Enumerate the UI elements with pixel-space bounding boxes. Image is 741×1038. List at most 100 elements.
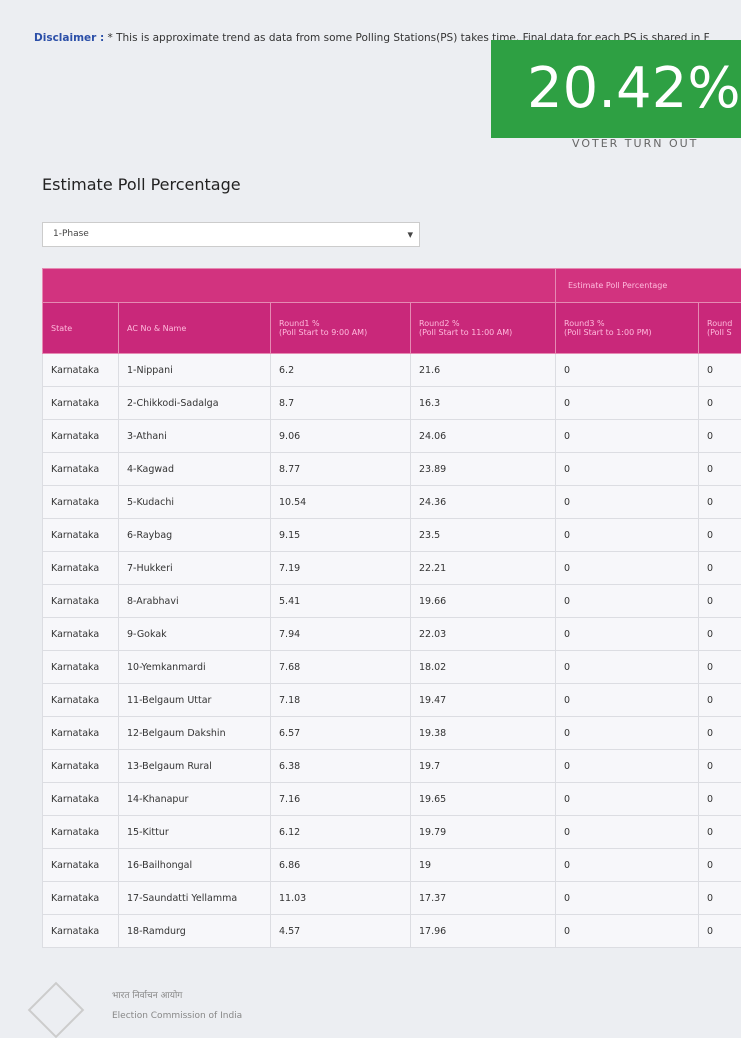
disclaimer-label: Disclaimer : [34, 32, 104, 44]
group-header: Estimate Poll Percentage [556, 269, 741, 303]
table-cell: 0 [699, 618, 741, 651]
table-cell: 1-Nippani [119, 354, 271, 387]
poll-table: Estimate Poll Percentage State AC No & Na… [42, 268, 741, 948]
table-cell: 0 [556, 882, 699, 915]
column-title: Round1 % [279, 319, 402, 328]
table-cell: 2-Chikkodi-Sadalga [119, 387, 271, 420]
table-cell: 18-Ramdurg [119, 915, 271, 948]
footer: भारत निर्वाचन आयोग Election Commission o… [112, 986, 242, 1026]
table-cell: 16-Bailhongal [119, 849, 271, 882]
table-cell: 10.54 [271, 486, 411, 519]
table-cell: 0 [699, 816, 741, 849]
table-cell: 0 [699, 750, 741, 783]
table-cell: 0 [699, 486, 741, 519]
table-cell: 0 [699, 783, 741, 816]
table-cell: 0 [699, 651, 741, 684]
column-header: State [43, 303, 119, 354]
table-cell: 0 [699, 882, 741, 915]
table-cell: 11.03 [271, 882, 411, 915]
table-cell: 15-Kittur [119, 816, 271, 849]
table-cell: 7.18 [271, 684, 411, 717]
table-cell: 6-Raybag [119, 519, 271, 552]
table-cell: Karnataka [43, 849, 119, 882]
table-cell: Karnataka [43, 684, 119, 717]
table-cell: Karnataka [43, 783, 119, 816]
table-cell: 24.06 [411, 420, 556, 453]
column-title: AC No & Name [127, 324, 262, 333]
table-cell: 19.7 [411, 750, 556, 783]
column-subtitle: (Poll Start to 9:00 AM) [279, 328, 402, 337]
table-cell: 0 [556, 816, 699, 849]
table-cell: 7.16 [271, 783, 411, 816]
table-cell: 0 [556, 585, 699, 618]
turnout-label: VOTER TURN OUT [572, 137, 698, 150]
table-cell: 0 [699, 420, 741, 453]
footer-hindi: भारत निर्वाचन आयोग [112, 986, 242, 1006]
table-cell: 14-Khanapur [119, 783, 271, 816]
table-cell: 9.06 [271, 420, 411, 453]
table-cell: 19.79 [411, 816, 556, 849]
table-cell: 19.66 [411, 585, 556, 618]
phase-select[interactable]: 1-Phase [42, 222, 420, 247]
table-cell: 3-Athani [119, 420, 271, 453]
header-blank [43, 269, 556, 303]
table-cell: 0 [699, 519, 741, 552]
table-cell: 18.02 [411, 651, 556, 684]
table-cell: 19.65 [411, 783, 556, 816]
table-cell: 0 [556, 486, 699, 519]
table-cell: 21.6 [411, 354, 556, 387]
table-cell: 0 [699, 684, 741, 717]
table-cell: Karnataka [43, 453, 119, 486]
table-cell: Karnataka [43, 585, 119, 618]
table-cell: 13-Belgaum Rural [119, 750, 271, 783]
table-cell: 8.77 [271, 453, 411, 486]
column-title: Round3 % [564, 319, 690, 328]
table-cell: 9.15 [271, 519, 411, 552]
table-cell: 0 [556, 717, 699, 750]
table-cell: 0 [556, 618, 699, 651]
table-cell: 0 [556, 750, 699, 783]
table-cell: 5-Kudachi [119, 486, 271, 519]
table-cell: 7.19 [271, 552, 411, 585]
table-cell: 0 [699, 585, 741, 618]
table-cell: 6.86 [271, 849, 411, 882]
turnout-value: 20.42% [491, 40, 741, 138]
group-header-row: Estimate Poll Percentage [43, 269, 741, 303]
table-cell: 22.21 [411, 552, 556, 585]
table-cell: 0 [699, 717, 741, 750]
table-cell: 0 [699, 453, 741, 486]
table-cell: Karnataka [43, 816, 119, 849]
table-cell: 7.94 [271, 618, 411, 651]
table-cell: 6.38 [271, 750, 411, 783]
table-cell: 17.96 [411, 915, 556, 948]
logo [28, 982, 85, 1038]
table-cell: Karnataka [43, 717, 119, 750]
table-cell: 8.7 [271, 387, 411, 420]
column-subtitle: (Poll Start to 1:00 PM) [564, 328, 690, 337]
table-cell: 0 [699, 387, 741, 420]
table-cell: 8-Arabhavi [119, 585, 271, 618]
table-cell: 6.2 [271, 354, 411, 387]
table-cell: 0 [556, 684, 699, 717]
table-cell: 22.03 [411, 618, 556, 651]
table-cell: 0 [699, 849, 741, 882]
table-cell: 0 [556, 453, 699, 486]
column-title: State [51, 324, 110, 333]
table-cell: Karnataka [43, 618, 119, 651]
table-cell: Karnataka [43, 420, 119, 453]
column-header: Round(Poll S [699, 303, 741, 354]
column-subtitle: (Poll Start to 11:00 AM) [419, 328, 547, 337]
column-header: Round3 %(Poll Start to 1:00 PM) [556, 303, 699, 354]
